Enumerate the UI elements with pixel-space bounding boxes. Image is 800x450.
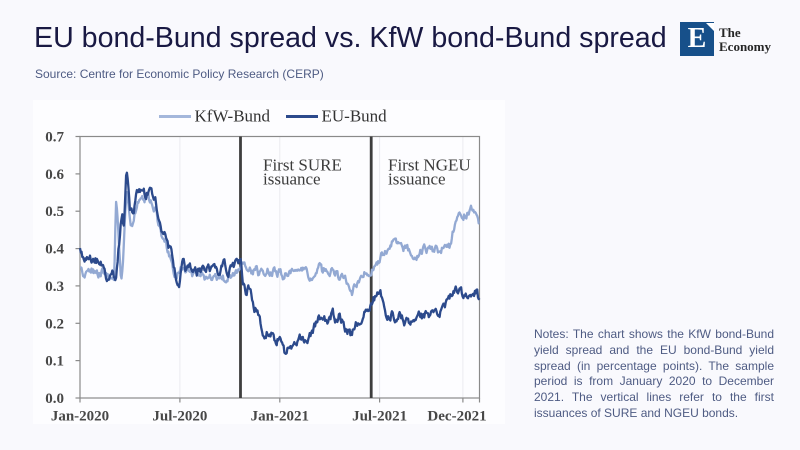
svg-text:0.6: 0.6	[45, 167, 64, 183]
svg-text:Jul-2021: Jul-2021	[352, 409, 407, 425]
svg-text:0.5: 0.5	[45, 204, 64, 220]
svg-text:EU-Bund: EU-Bund	[322, 107, 388, 126]
svg-text:Jul-2020: Jul-2020	[152, 409, 207, 425]
svg-text:Dec-2021: Dec-2021	[427, 409, 486, 425]
svg-text:Jan-2021: Jan-2021	[251, 409, 309, 425]
svg-text:First SURE: First SURE	[263, 156, 342, 175]
svg-text:0.4: 0.4	[45, 242, 64, 258]
svg-text:0.2: 0.2	[45, 316, 64, 332]
svg-text:issuance: issuance	[388, 170, 446, 189]
svg-text:0.0: 0.0	[45, 391, 64, 407]
svg-text:issuance: issuance	[263, 170, 321, 189]
svg-text:0.1: 0.1	[45, 354, 64, 370]
svg-text:Jan-2020: Jan-2020	[51, 409, 109, 425]
svg-text:KfW-Bund: KfW-Bund	[195, 107, 271, 126]
svg-text:First NGEU: First NGEU	[388, 156, 471, 175]
svg-text:0.3: 0.3	[45, 279, 64, 295]
svg-text:0.7: 0.7	[45, 130, 64, 146]
